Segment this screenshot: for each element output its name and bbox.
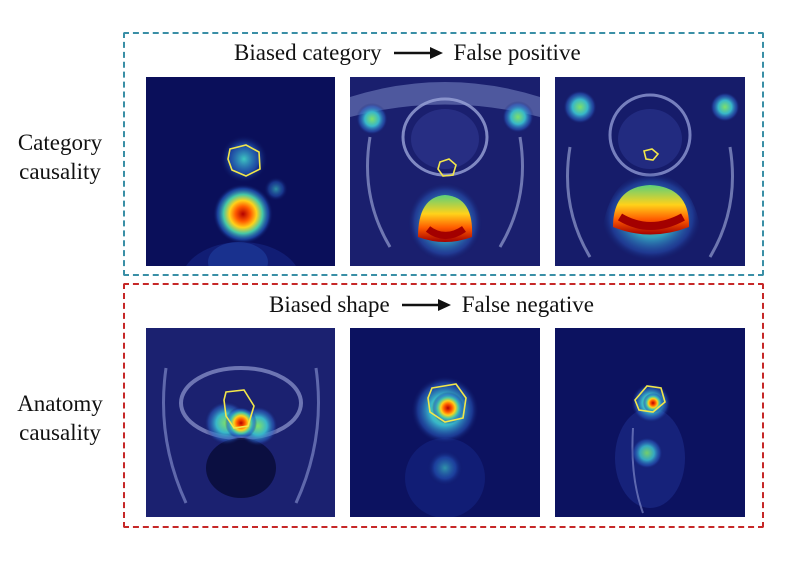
right-arrow-icon [401,299,451,311]
heatmap-image-3 [555,77,745,266]
category-causality-panel [123,32,764,276]
biased-shape-label: Biased shape [269,292,390,317]
row-label-line1: Anatomy [17,391,103,416]
right-arrow-icon [393,47,443,59]
biased-category-label: Biased category [234,40,382,65]
heatmap-image-2 [350,77,540,266]
false-positive-label: False positive [453,40,581,65]
heatmap-image-1 [146,77,335,266]
top-caption: Biased category False positive [234,40,581,66]
anatomy-causality-label: Anatomy causality [0,389,120,447]
false-negative-label: False negative [461,292,594,317]
row-label-line2: causality [19,420,101,445]
heatmap-image-4 [146,328,335,517]
row-label-line2: causality [19,159,101,184]
row-label-line1: Category [17,130,103,155]
category-causality-label: Category causality [0,128,120,186]
bottom-caption: Biased shape False negative [269,292,594,318]
heatmap-image-5 [350,328,540,517]
anatomy-causality-panel [123,283,764,528]
heatmap-image-6 [555,328,745,517]
